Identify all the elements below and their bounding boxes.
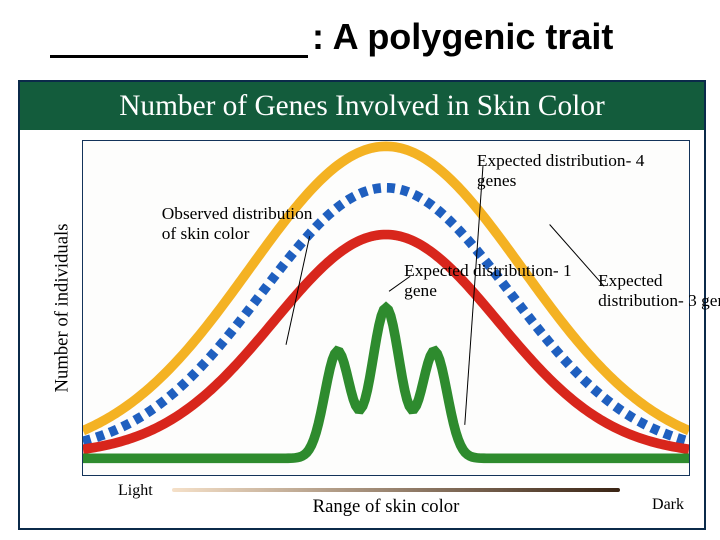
- annotation-four-genes: Expected distribution- 4 genes: [477, 151, 659, 191]
- chart-area: Expected distribution- 4 genes Observed …: [82, 140, 690, 476]
- panel-title-bar: Number of Genes Involved in Skin Color: [20, 82, 704, 130]
- annotation-observed: Observed distribution of skin color: [162, 204, 314, 244]
- x-axis-label: Range of skin color: [82, 496, 690, 518]
- annotation-one-gene: Expected distribution- 1 gene: [404, 261, 586, 301]
- x-axis-region: Light Range of skin color Dark: [82, 482, 690, 520]
- title-text: : A polygenic trait: [312, 16, 613, 58]
- y-axis-label-wrap: Number of individuals: [42, 140, 82, 476]
- annotation-three-genes: Expected distribution- 3 genes: [598, 271, 720, 311]
- chart-panel: Number of Genes Involved in Skin Color N…: [18, 80, 706, 530]
- annotation-text: Expected distribution- 4 genes: [477, 151, 644, 190]
- title-blank-line: [50, 24, 308, 58]
- x-axis-dark-label: Dark: [652, 496, 684, 514]
- page-title: : A polygenic trait: [50, 12, 690, 58]
- annotation-text: Expected distribution- 1 gene: [404, 261, 571, 300]
- y-axis-label: Number of individuals: [51, 224, 73, 393]
- color-gradient-bar: [172, 488, 620, 492]
- annotation-text: Expected distribution- 3 genes: [598, 271, 720, 310]
- slide: : A polygenic trait Number of Genes Invo…: [0, 0, 720, 540]
- panel-title: Number of Genes Involved in Skin Color: [119, 90, 604, 123]
- annotation-text: Observed distribution of skin color: [162, 204, 313, 243]
